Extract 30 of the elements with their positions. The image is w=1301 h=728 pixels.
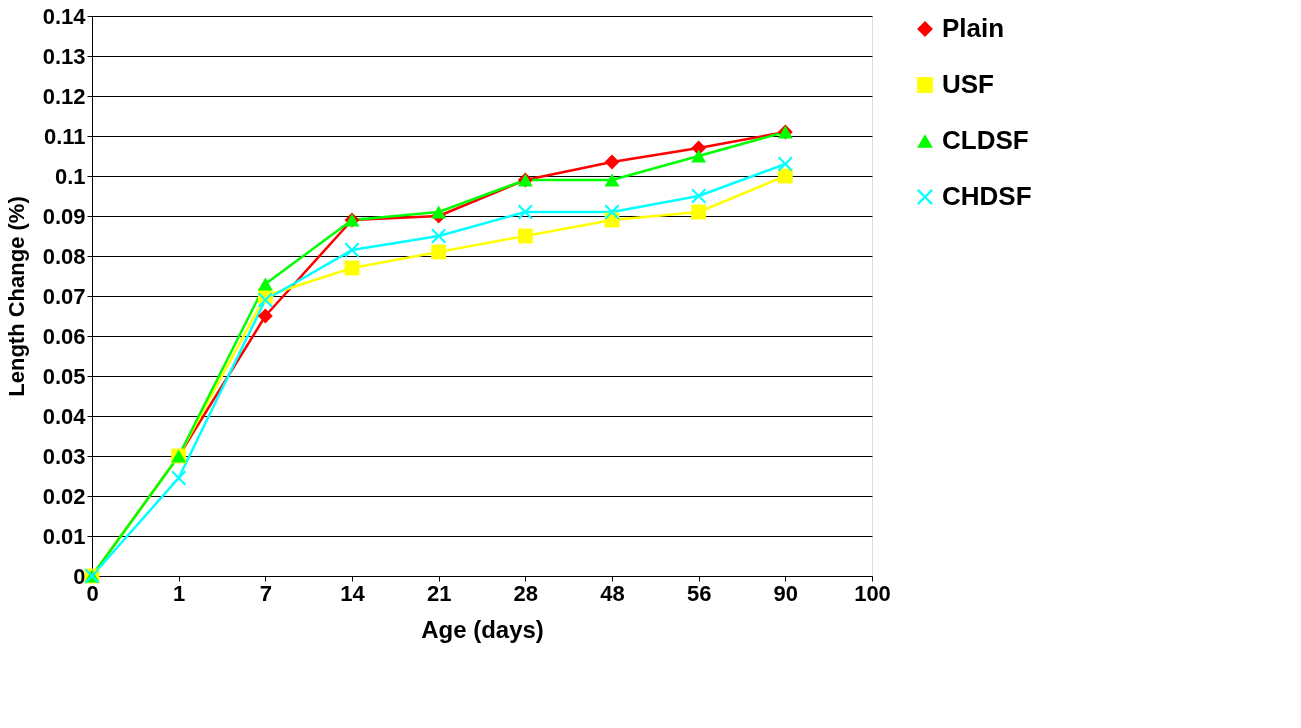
y-axis-title: Length Change (%) (3, 196, 29, 397)
legend-label: Plain (942, 13, 1005, 43)
y-tick-label: 0.01 (42, 523, 86, 549)
y-tick-label: 0.07 (42, 283, 86, 309)
y-tick-label: 0.06 (42, 323, 86, 349)
y-tick-label: 0.14 (42, 3, 87, 29)
legend-label: USF (942, 69, 994, 99)
y-tick-label: 0.04 (42, 403, 87, 429)
y-tick-label: 0.09 (42, 203, 86, 229)
legend-label: CLDSF (942, 125, 1029, 155)
y-tick-label: 0.12 (42, 83, 86, 109)
legend-label: CHDSF (942, 181, 1032, 211)
x-tick-label: 100 (854, 580, 891, 606)
y-tick-label: 0 (73, 563, 86, 589)
y-tick-label: 0.1 (54, 163, 86, 189)
x-tick-label: 21 (426, 580, 452, 606)
y-tick-label: 0.13 (42, 43, 86, 69)
x-tick-label: 1 (173, 580, 186, 606)
x-tick-label: 90 (773, 580, 799, 606)
y-tick-label: 0.03 (42, 443, 86, 469)
x-tick-label: 56 (686, 580, 712, 606)
x-axis-title: Age (days) (421, 615, 544, 643)
x-tick-label: 28 (513, 580, 539, 606)
x-tick-label: 48 (600, 580, 625, 606)
y-tick-label: 0.05 (42, 363, 86, 389)
x-tick-label: 7 (259, 580, 272, 606)
x-tick-label: 14 (340, 580, 366, 606)
y-tick-label: 0.11 (43, 123, 86, 149)
y-tick-label: 0.08 (42, 243, 86, 269)
y-tick-label: 0.02 (42, 483, 86, 509)
